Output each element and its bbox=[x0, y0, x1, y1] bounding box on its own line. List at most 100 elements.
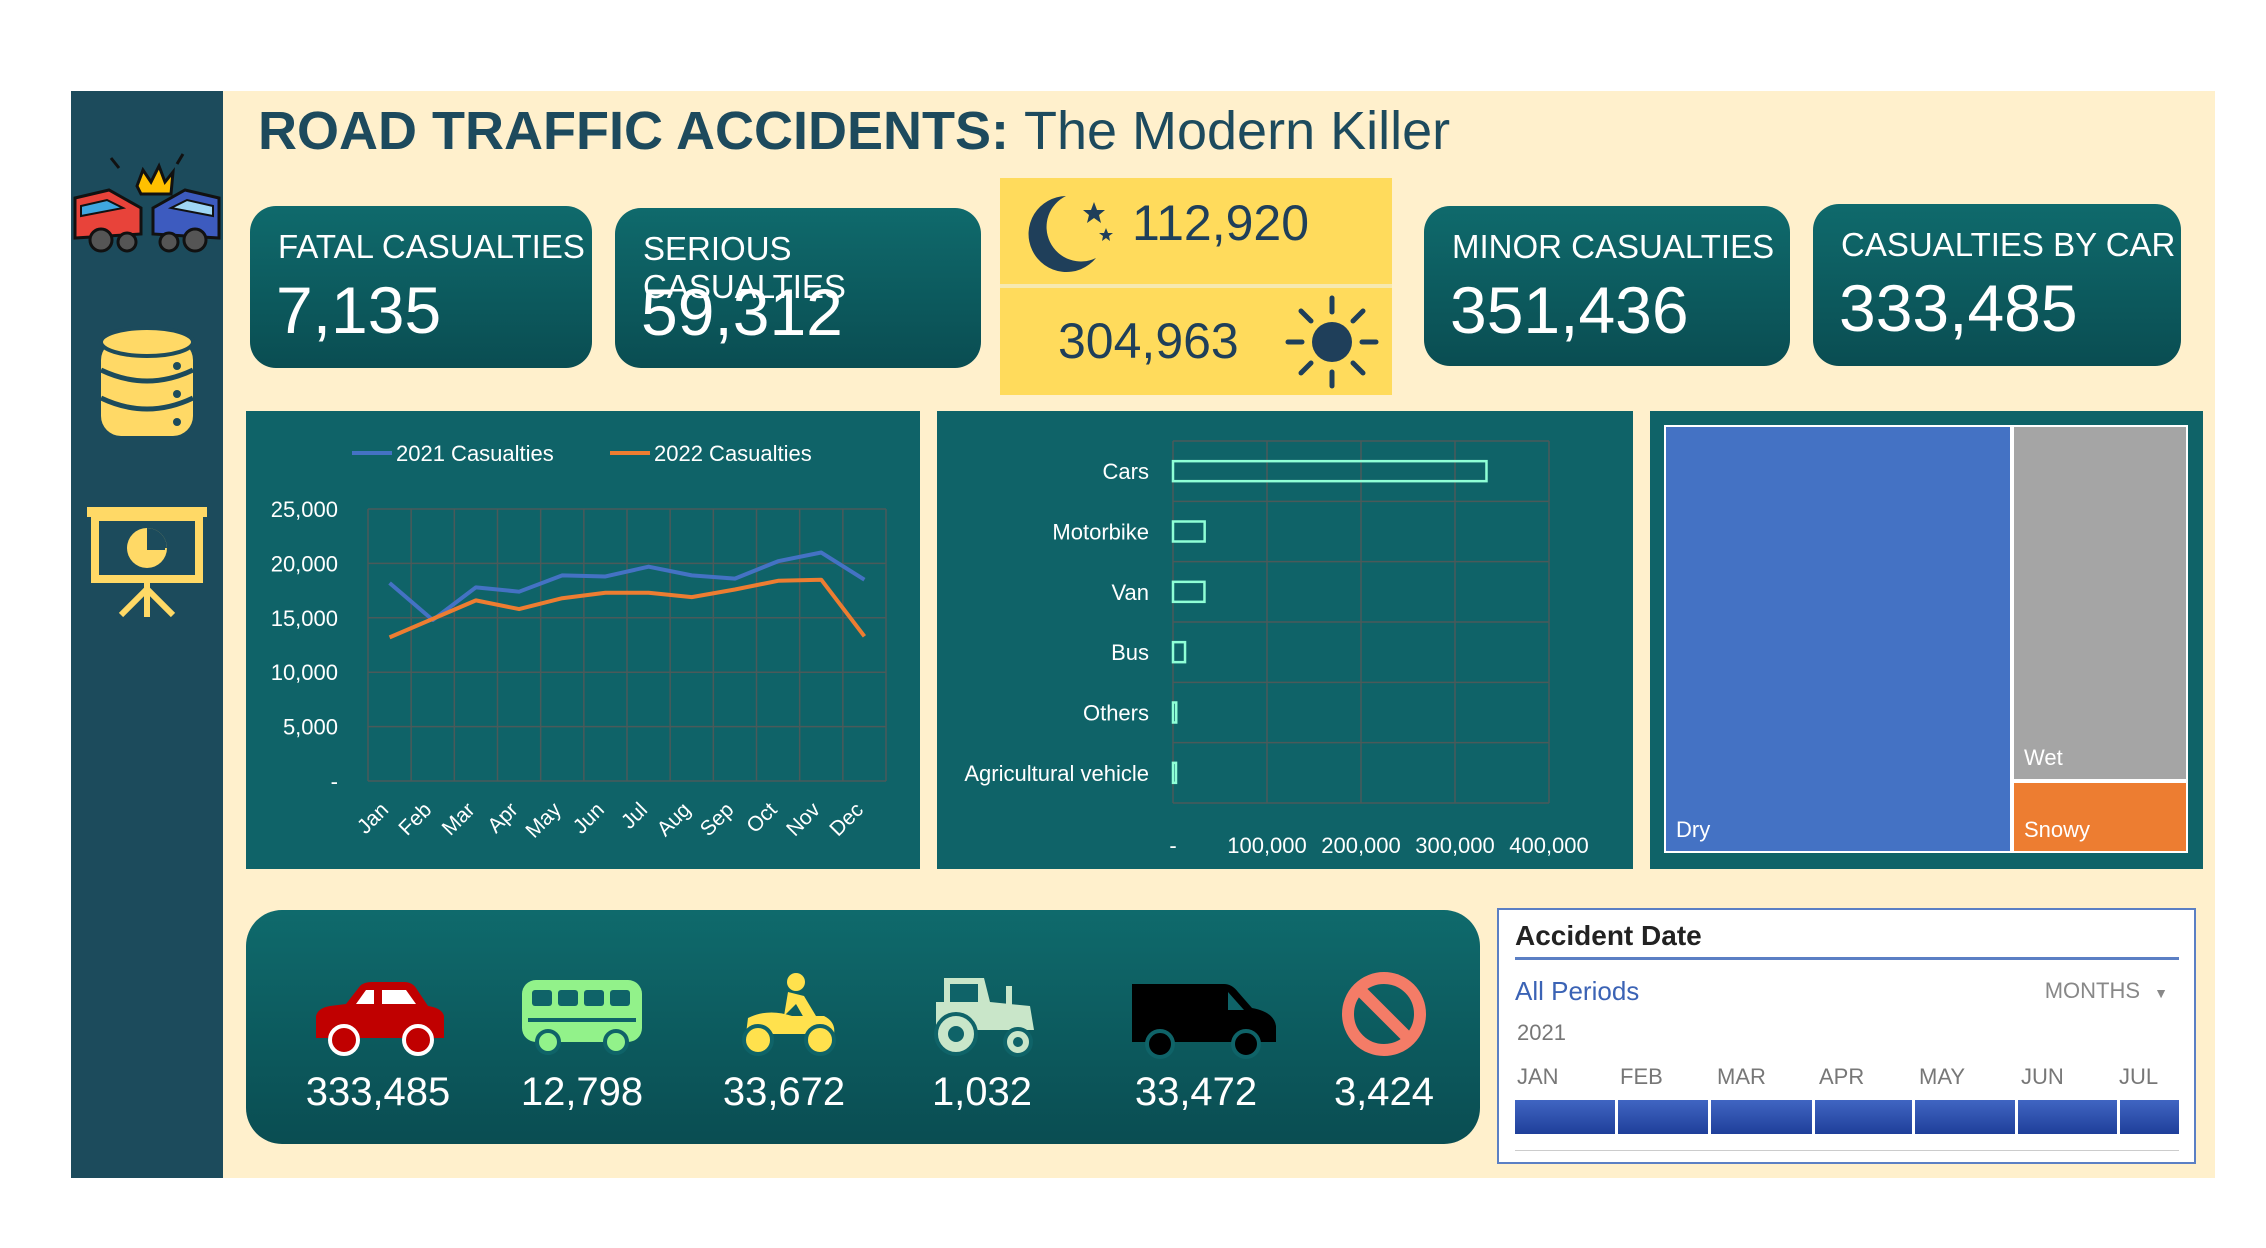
legend-label-2: 2022 Casualties bbox=[654, 441, 812, 466]
tractor-count: 1,032 bbox=[931, 1070, 1033, 1114]
serious-casualties-value: 59,312 bbox=[641, 275, 843, 349]
y-category-label: Agricultural vehicle bbox=[964, 761, 1149, 786]
treemap-dry[interactable]: Dry bbox=[1664, 425, 2012, 853]
motorbike-icon bbox=[738, 972, 838, 1058]
sun-icon bbox=[1284, 294, 1380, 390]
monthly-casualties-chart: -5,000 10,000 15,000 20,000 25,000 Jan Feb Mar A… bbox=[246, 411, 920, 869]
treemap-snowy-label: Snowy bbox=[2024, 817, 2091, 842]
accident-date-slicer[interactable]: Accident Date All Periods MONTHS ▼ 2021 … bbox=[1497, 908, 2196, 1164]
bar-bus bbox=[1171, 640, 1187, 664]
prohibited-icon bbox=[1340, 970, 1428, 1058]
timeline-scrollbar[interactable] bbox=[1515, 1150, 2179, 1159]
bar-agricultural-vehicle bbox=[1171, 761, 1178, 785]
month-apr[interactable]: APR bbox=[1819, 1064, 1865, 1089]
slicer-year: 2021 bbox=[1517, 1020, 1566, 1045]
x-tick-label: Nov bbox=[782, 798, 825, 841]
casualties-by-car-card: CASUALTIES BY CAR 333,485 bbox=[1813, 204, 2181, 366]
y-tick-label: 5,000 bbox=[283, 715, 338, 740]
month-mar[interactable]: MAR bbox=[1717, 1064, 1766, 1089]
others-count: 3,424 bbox=[1333, 1070, 1435, 1114]
car-icon bbox=[312, 980, 448, 1056]
x-tick-label: Mar bbox=[438, 798, 480, 840]
van-icon bbox=[1128, 980, 1278, 1060]
treemap-snowy[interactable]: Snowy bbox=[2012, 781, 2188, 853]
presentation-chart-icon[interactable] bbox=[85, 501, 209, 621]
timeline-tick bbox=[1615, 1100, 1618, 1134]
month-jun[interactable]: JUN bbox=[2021, 1064, 2064, 1089]
serious-casualties-card: SERIOUS CASUALTIES 59,312 bbox=[615, 208, 981, 368]
timeline-selection-bar[interactable] bbox=[1515, 1100, 2179, 1134]
y-category-label: Van bbox=[1111, 580, 1149, 605]
y-tick-label: 15,000 bbox=[271, 606, 338, 631]
bar-cars bbox=[1171, 459, 1488, 483]
night-casualties-value: 112,920 bbox=[1132, 195, 1310, 251]
y-tick-label: 10,000 bbox=[271, 660, 338, 685]
month-may[interactable]: MAY bbox=[1919, 1064, 1966, 1089]
slicer-divider bbox=[1515, 957, 2179, 960]
timeline-tick bbox=[2117, 1100, 2120, 1134]
timeline-tick bbox=[1812, 1100, 1815, 1134]
x-tick-label: 200,000 bbox=[1321, 833, 1401, 858]
x-tick-label: 300,000 bbox=[1415, 833, 1495, 858]
motorbike-count: 33,672 bbox=[722, 1070, 846, 1114]
legend-label-1: 2021 Casualties bbox=[396, 441, 554, 466]
month-feb[interactable]: FEB bbox=[1620, 1064, 1663, 1089]
minor-casualties-label: MINOR CASUALTIES bbox=[1452, 228, 1775, 265]
timeline-tick bbox=[1912, 1100, 1915, 1134]
x-tick-label: Jun bbox=[569, 798, 609, 838]
x-tick-label: Sep bbox=[696, 798, 739, 841]
van-count: 33,472 bbox=[1134, 1070, 1258, 1114]
vehicle-type-chart: - 100,000 200,000 300,000 400,000 Cars Motorbi… bbox=[937, 411, 1633, 869]
tractor-icon bbox=[930, 972, 1038, 1058]
minor-casualties-value: 351,436 bbox=[1450, 273, 1689, 347]
bus-count: 12,798 bbox=[520, 1070, 644, 1114]
day-night-divider bbox=[1000, 284, 1392, 288]
x-tick-label: Jul bbox=[617, 798, 652, 833]
x-tick-label: May bbox=[521, 798, 566, 843]
sidebar bbox=[71, 91, 223, 1178]
slicer-header: Accident Date bbox=[1515, 920, 1702, 951]
treemap-wet-label: Wet bbox=[2024, 745, 2063, 770]
database-icon[interactable] bbox=[99, 326, 195, 446]
all-periods-label: All Periods bbox=[1515, 976, 1640, 1006]
minor-casualties-card: MINOR CASUALTIES 351,436 bbox=[1424, 206, 1790, 366]
treemap-wet[interactable]: Wet bbox=[2012, 425, 2188, 781]
bar-others bbox=[1171, 701, 1178, 724]
series-line-2 bbox=[388, 577, 867, 640]
x-tick-label: 400,000 bbox=[1509, 833, 1589, 858]
fatal-casualties-card: FATAL CASUALTIES 7,135 bbox=[250, 206, 592, 368]
x-tick-label: Apr bbox=[483, 798, 522, 837]
y-tick-label: - bbox=[331, 769, 338, 794]
treemap-dry-label: Dry bbox=[1676, 817, 1711, 842]
x-tick-label: - bbox=[1169, 833, 1176, 858]
moon-icon bbox=[1014, 188, 1114, 278]
car-count: 333,485 bbox=[305, 1070, 451, 1114]
time-level-label: MONTHS bbox=[2044, 978, 2141, 1003]
timeline-tick bbox=[1708, 1100, 1711, 1134]
day-night-card: 112,920 304,963 bbox=[1000, 178, 1392, 395]
casualties-by-car-label: CASUALTIES BY CAR bbox=[1841, 226, 2176, 263]
y-tick-label: 25,000 bbox=[271, 497, 338, 522]
road-surface-treemap: Dry Wet Snowy bbox=[1650, 411, 2203, 869]
y-category-label: Cars bbox=[1103, 459, 1149, 484]
timeline-tick bbox=[2015, 1100, 2018, 1134]
x-tick-label: Aug bbox=[653, 798, 696, 841]
time-level-dropdown[interactable]: MONTHS ▼ bbox=[2045, 978, 2168, 1004]
y-tick-label: 20,000 bbox=[271, 551, 338, 576]
page-title: ROAD TRAFFIC ACCIDENTS: The Modern Kille… bbox=[258, 101, 1451, 161]
bar-chart-svg: - 100,000 200,000 300,000 400,000 Cars Motorbi… bbox=[964, 440, 1589, 858]
month-jul[interactable]: JUL bbox=[2119, 1064, 2159, 1089]
x-tick-label: Jan bbox=[353, 798, 393, 838]
car-crash-icon[interactable] bbox=[71, 146, 223, 256]
x-tick-label: Oct bbox=[742, 798, 781, 837]
x-tick-label: 100,000 bbox=[1227, 833, 1307, 858]
x-tick-label: Feb bbox=[394, 798, 436, 840]
chevron-down-icon: ▼ bbox=[2154, 985, 2168, 1001]
bus-icon bbox=[520, 978, 644, 1058]
bar-motorbike bbox=[1171, 520, 1206, 543]
bar-van bbox=[1171, 580, 1206, 604]
x-tick-label: Dec bbox=[825, 798, 868, 841]
y-category-label: Bus bbox=[1111, 640, 1149, 665]
month-jan[interactable]: JAN bbox=[1517, 1064, 1559, 1089]
